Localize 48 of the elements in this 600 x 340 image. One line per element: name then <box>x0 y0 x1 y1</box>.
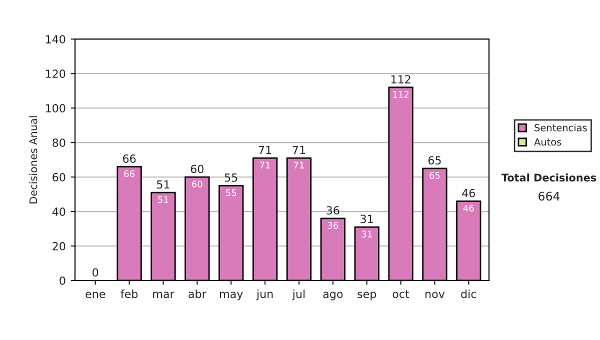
y-tick-label: 120 <box>46 70 66 78</box>
y-tick-label: 140 <box>46 35 66 44</box>
total-label: 112 <box>391 75 410 84</box>
data-label: 31 <box>362 230 372 238</box>
total-label: 0 <box>92 268 98 277</box>
total-label: 31 <box>360 214 373 224</box>
data-label: 66 <box>124 170 134 178</box>
x-tick-label: feb <box>120 290 138 298</box>
x-tick-label: abr <box>188 290 206 298</box>
y-tick-label: 80 <box>52 138 66 147</box>
data-label: 65 <box>430 172 440 179</box>
x-tick-label: dic <box>461 290 476 298</box>
data-label: 55 <box>226 189 236 196</box>
total-label: 60 <box>190 164 204 174</box>
total-label: 36 <box>326 206 340 215</box>
total-label: 71 <box>258 146 272 154</box>
y-tick-label: 20 <box>52 242 66 250</box>
x-tick-label: ene <box>86 292 106 298</box>
y-tick-label: 100 <box>46 104 66 112</box>
y-tick-label: 0 <box>60 276 66 285</box>
text: 664 <box>538 192 560 201</box>
data-label: 60 <box>192 180 202 188</box>
y-tick-label: 40 <box>52 208 66 216</box>
data-label: 36 <box>328 222 338 229</box>
x-tick-label: jun <box>256 290 273 300</box>
total-label: 51 <box>157 180 170 189</box>
total-label: 71 <box>292 146 306 154</box>
x-tick-label: ago <box>323 292 343 300</box>
data-label: 71 <box>260 162 270 168</box>
y-tick-label: 60 <box>52 173 66 182</box>
text: Total Decisiones <box>501 173 596 182</box>
data-label: 46 <box>463 204 474 212</box>
x-tick-label: oct <box>392 290 410 298</box>
x-tick-label: jul <box>292 290 305 300</box>
total-label: 65 <box>428 156 441 165</box>
legend-label: Sentencias <box>534 124 587 132</box>
data-label: 112 <box>393 90 408 98</box>
data-label: 51 <box>158 196 168 203</box>
x-tick-label: may <box>220 292 243 300</box>
total-label: 46 <box>462 188 476 198</box>
x-tick-label: nov <box>426 292 445 298</box>
x-tick-label: sep <box>358 292 376 300</box>
total-label: 66 <box>123 154 136 163</box>
total-label: 55 <box>224 174 238 182</box>
y-axis-title: Decisiones Anual <box>29 116 38 204</box>
data-label: 71 <box>294 162 304 168</box>
x-tick-label: mar <box>153 292 174 298</box>
legend-label: Autos <box>534 138 562 146</box>
